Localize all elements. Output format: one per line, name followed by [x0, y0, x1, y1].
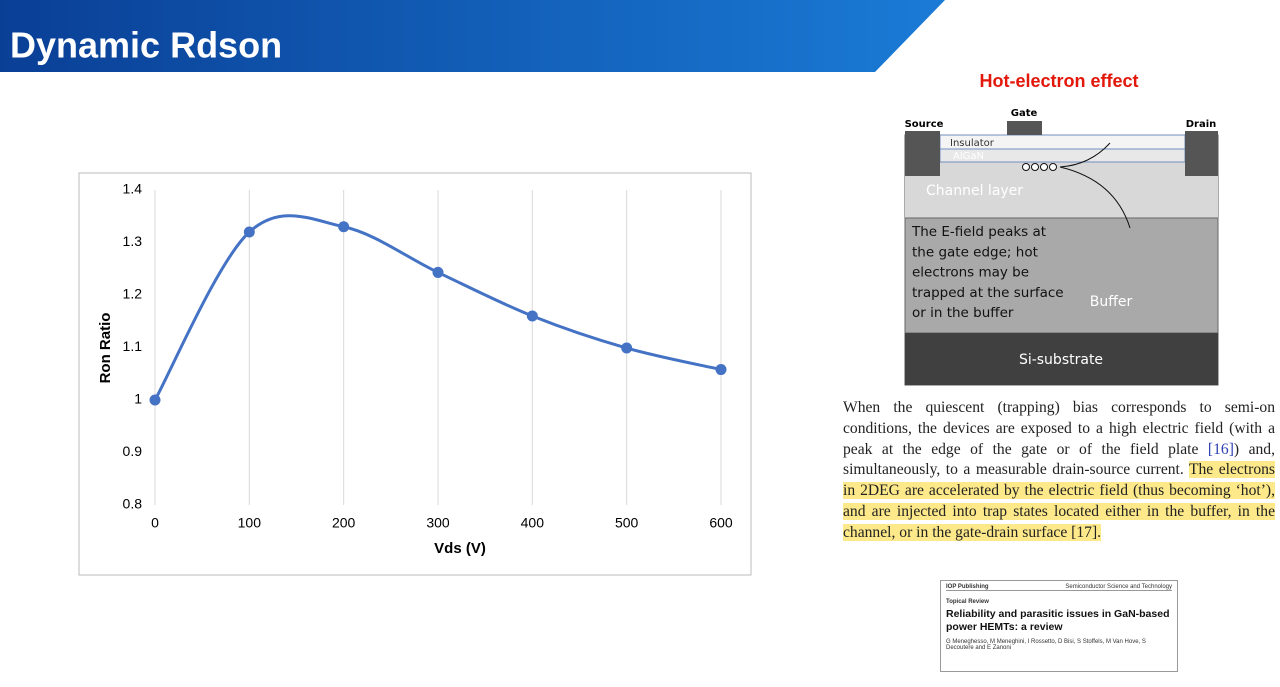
marker [715, 364, 727, 376]
note-line: The E-field peaks at [911, 224, 1046, 240]
y-tick-label: 1.1 [123, 338, 143, 354]
label: Buffer [1090, 294, 1133, 310]
note-line: or in the buffer [912, 305, 1014, 321]
y-tick-label: 1.4 [123, 181, 143, 197]
label: Gate [1011, 108, 1038, 119]
arrow-down [1059, 166, 1131, 229]
slide-title: Dynamic Rdson [10, 25, 282, 66]
y-tick-label: 0.8 [123, 496, 143, 512]
x-tick-label: 500 [615, 515, 639, 531]
x-tick-label: 300 [426, 515, 450, 531]
citation: [16] [1207, 440, 1234, 458]
arrow-up [1059, 142, 1111, 168]
journal: Semiconductor Science and Technology [1065, 584, 1172, 590]
section: Topical Review [946, 599, 989, 605]
marker [243, 226, 255, 238]
paper-header: IOP Publishing Semiconductor Science and … [946, 584, 1172, 591]
note-line: electrons may be [912, 265, 1029, 281]
y-tick-label: 1.3 [123, 233, 143, 249]
y-tick-label: 0.9 [123, 443, 143, 459]
label: Source [905, 119, 944, 130]
x-tick-label: 600 [709, 515, 733, 531]
marker [149, 394, 161, 406]
paper-title: Reliability and parasitic issues in GaN-… [946, 608, 1170, 633]
diagram-title: Hot-electron effect [979, 71, 1138, 91]
paper-thumbnail: IOP Publishing Semiconductor Science and … [940, 580, 1178, 672]
header-band [0, 0, 945, 72]
y-tick-label: 1.2 [123, 286, 143, 302]
note-line: trapped at the surface [912, 285, 1064, 301]
marker [432, 266, 444, 278]
drain-contact [1185, 131, 1218, 176]
gate-contact [1007, 121, 1042, 135]
diagram: Hot-electron effect Source Gate Drain In… [904, 71, 1219, 386]
x-tick-label: 100 [238, 515, 262, 531]
text: When the quiescent (trapping) bias corre… [843, 399, 1275, 458]
label: Si-substrate [1019, 352, 1103, 368]
substrate-layer [905, 333, 1218, 385]
chart-frame [78, 172, 752, 576]
label: Insulator [950, 138, 995, 149]
publisher: IOP Publishing [946, 584, 989, 590]
x-tick-label: 200 [332, 515, 356, 531]
buffer-layer [904, 217, 1219, 334]
text: ) and, simultaneously, to a measurable d… [843, 440, 1275, 479]
y-tick-label: 1 [134, 391, 142, 407]
label: Channel layer [926, 183, 1023, 199]
y-axis-label: Ron Ratio [97, 313, 114, 384]
authors: G Meneghesso, M Meneghini, I Rossetto, D… [946, 639, 1146, 651]
marker [526, 310, 538, 322]
x-tick-label: 0 [151, 515, 159, 531]
label: Drain [1186, 119, 1217, 130]
x-axis-label: Vds (V) [434, 540, 486, 557]
paragraph: When the quiescent (trapping) bias corre… [843, 398, 1275, 544]
marker [621, 342, 633, 354]
marker [338, 221, 350, 233]
x-tick-label: 400 [521, 515, 545, 531]
chart: Vds (V) Ron Ratio 0 100 200 300 400 500 600 0.8… [97, 181, 733, 557]
label: AlGaN [953, 151, 984, 162]
source-contact [905, 131, 940, 176]
electrons [1022, 163, 1057, 171]
note-line: the gate edge; hot [912, 244, 1038, 260]
